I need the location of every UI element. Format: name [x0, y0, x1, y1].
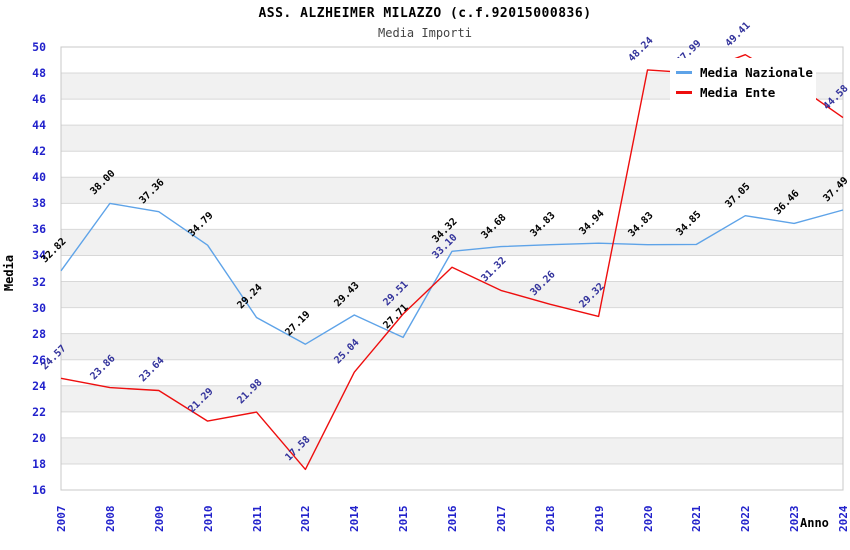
y-tick-label: 30 [32, 300, 46, 315]
x-tick-label: 2011 [250, 505, 264, 533]
y-tick-label: 46 [32, 92, 46, 107]
x-tick-label: 2007 [55, 505, 68, 533]
legend: Media Nazionale Media Ente [670, 58, 816, 106]
y-tick-label: 48 [32, 66, 46, 81]
chart-subtitle: Media Importi [378, 26, 472, 40]
chart-title: ASS. ALZHEIMER MILAZZO (c.f.92015000836) [258, 6, 592, 21]
x-tick-label: 2020 [641, 505, 655, 533]
y-tick-label: 16 [32, 483, 46, 497]
x-tick-label: 2022 [739, 505, 753, 533]
y-tick-label: 38 [32, 196, 46, 211]
y-tick-label: 28 [32, 326, 46, 341]
x-tick-label: 2021 [690, 505, 704, 533]
y-tick-label: 42 [32, 144, 46, 159]
y-tick-label: 32 [32, 274, 46, 289]
x-tick-label: 2018 [543, 505, 557, 533]
x-tick-label: 2017 [494, 505, 508, 533]
legend-item-media-nazionale: Media Nazionale [676, 62, 813, 82]
band [61, 437, 843, 464]
plot-border [60, 46, 844, 491]
x-tick-label: 2024 [837, 505, 850, 533]
legend-item-media-ente: Media Ente [676, 82, 810, 102]
y-tick-label: 20 [32, 430, 46, 445]
x-tick-label: 2015 [397, 505, 411, 533]
media-ente-line-swatch [676, 90, 692, 94]
legend-label-media-ente: Media Ente [700, 84, 776, 100]
band [61, 177, 843, 204]
x-tick-label: 2016 [446, 505, 459, 533]
band [61, 385, 843, 412]
x-tick-label: 2019 [592, 505, 606, 533]
x-tick-label: 2008 [103, 505, 117, 533]
legend-label-media-nazionale: Media Nazionale [700, 64, 813, 80]
band [61, 281, 843, 308]
x-tick-label: 2014 [348, 505, 362, 533]
y-tick-label: 18 [32, 456, 46, 471]
band [61, 333, 843, 360]
media-nazionale-line-swatch [676, 70, 692, 74]
y-tick-label: 22 [32, 404, 46, 419]
x-tick-label: 2010 [201, 505, 215, 533]
y-tick-label: 40 [32, 170, 46, 185]
series-line-0 [60, 202, 844, 345]
y-tick-label: 24 [32, 378, 46, 393]
y-tick-label: 26 [32, 352, 46, 367]
y-tick-label: 50 [32, 40, 46, 54]
x-axis-title: Anno [800, 516, 829, 530]
x-tick-label: 2009 [152, 505, 166, 533]
band [61, 125, 843, 152]
y-tick-label: 44 [32, 118, 46, 133]
y-tick-label: 36 [32, 222, 46, 237]
x-tick-label: 2012 [299, 505, 313, 533]
y-tick-label: 34 [32, 248, 46, 263]
